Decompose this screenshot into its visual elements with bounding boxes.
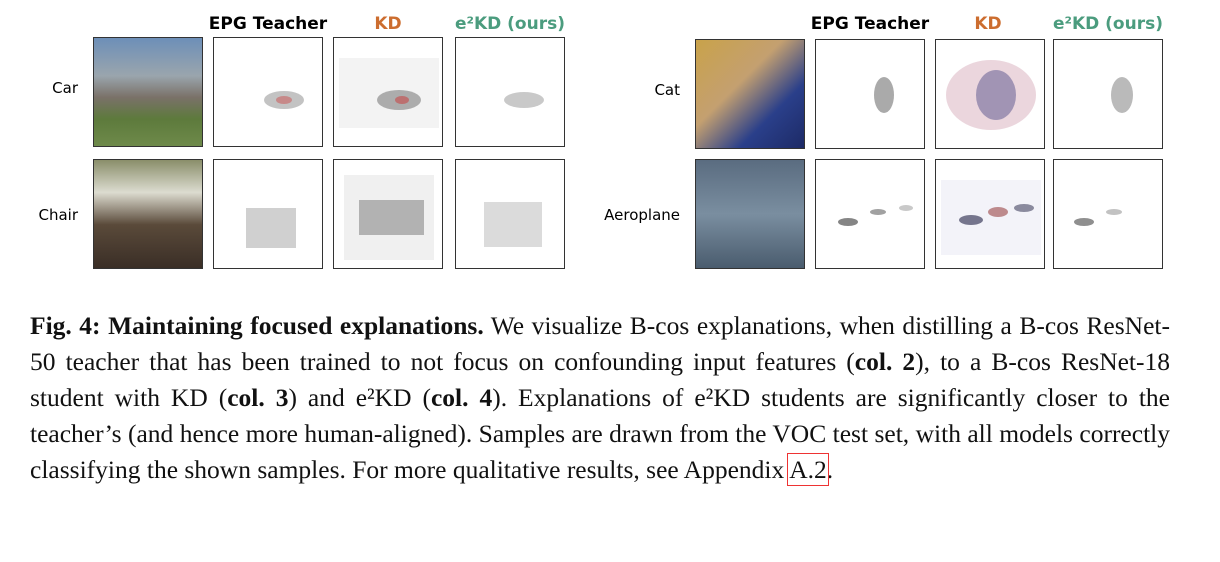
caption-bold: col. 4 [430,383,493,412]
heatmap [344,175,434,260]
heatmap [1074,209,1122,226]
caption-text: . [826,455,834,484]
caption-text: ), to a B-cos ResNet-18 student with KD … [30,347,1170,412]
appendix-link[interactable]: A.2 [787,453,829,486]
heatmap [504,92,544,108]
explanation-map [213,37,323,147]
heatmap [874,77,894,113]
heatmap [339,58,439,128]
explanation-map [815,39,925,149]
explanation-map [1053,39,1163,149]
row-label: Car [52,79,78,97]
explanation-map [455,37,565,147]
photo [695,159,805,269]
explanation-map [333,159,443,269]
caption-bold: col. 2 [854,347,916,376]
column-header: EPG Teacher [208,14,328,34]
heatmap [1111,77,1133,113]
caption: Fig. 4: Maintaining focused explanations… [30,308,1170,488]
column-header: e²KD (ours) [1052,14,1163,34]
explanation-map [935,159,1045,269]
explanation-map [935,39,1045,149]
heatmap [484,202,542,247]
caption-text: We visualize B-cos explanations, when di… [30,311,1170,376]
column-header: e²KD (ours) [454,14,565,34]
caption-bold: Fig. 4: Maintaining focused explanations… [30,311,484,340]
caption-text: ) and e²KD ( [288,383,431,412]
column-header: KD [974,14,1002,34]
row-label: Cat [654,81,680,99]
column-header: EPG Teacher [810,14,930,34]
heatmap [838,205,913,226]
caption-bold: col. 3 [227,383,289,412]
explanation-map [455,159,565,269]
explanation-map [213,159,323,269]
heatmap [264,91,304,109]
caption-text: ). Explanations of e²KD students are sig… [30,383,1171,484]
photo [695,39,805,149]
heatmap [946,60,1036,130]
heatmap [246,208,296,248]
explanation-map [1053,159,1163,269]
column-header: KD [374,14,402,34]
heatmap [941,180,1041,255]
row-label: Chair [38,206,78,224]
explanation-map [333,37,443,147]
explanation-map [815,159,925,269]
photo [93,159,203,269]
row-label: Aeroplane [604,206,680,224]
photo [93,37,203,147]
